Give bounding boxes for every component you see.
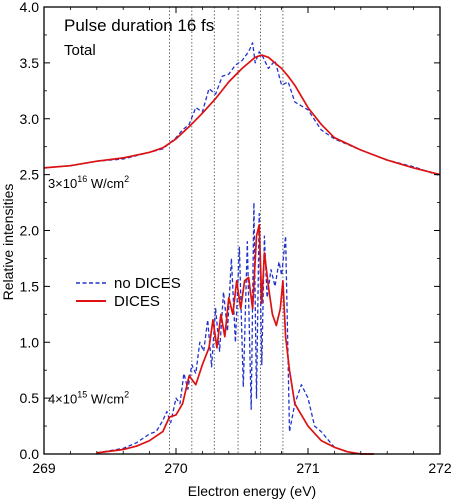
y-tick-label: 2.5 [20, 167, 40, 183]
y-axis-label: Relative intensities [0, 184, 16, 301]
x-tick-label: 270 [164, 460, 188, 476]
x-tick-label: 271 [296, 460, 320, 476]
series-line [96, 201, 374, 455]
chart-subtitle: Total [64, 42, 96, 59]
y-tick-label: 4.0 [20, 0, 40, 15]
x-axis-label: Electron energy (eV) [188, 483, 316, 499]
y-tick-label: 3.0 [20, 111, 40, 127]
intensity-annotations: 3×1016 W/cm2 4×1015 W/cm2 [48, 174, 129, 407]
y-tick-label: 2.0 [20, 223, 40, 239]
y-tick-label: 0.0 [20, 446, 40, 462]
axis-ticks: 269 270 271 272 0.0 0.5 1.0 1.5 2.0 2.5 3.0 3.5 4.0 [20, 0, 452, 476]
y-tick-label: 0.5 [20, 390, 40, 406]
series-group [43, 42, 441, 455]
intensity-label: 3×1016 W/cm2 [48, 174, 129, 191]
series-line [43, 42, 441, 177]
y-tick-label: 1.5 [20, 278, 40, 294]
legend-label-no-dices: no DICES [114, 275, 181, 292]
x-tick-label: 272 [428, 460, 452, 476]
plot-area [43, 6, 441, 455]
y-tick-label: 3.5 [20, 55, 40, 71]
intensity-label: 4×1015 W/cm2 [48, 390, 129, 407]
series-line [96, 224, 374, 455]
chart-title: Pulse duration 16 fs [64, 16, 214, 35]
y-tick-label: 1.0 [20, 334, 40, 350]
legend-label-dices: DICES [114, 293, 160, 310]
x-tick-label: 269 [32, 460, 56, 476]
series-line [43, 54, 441, 176]
legend: no DICES DICES [76, 275, 181, 310]
